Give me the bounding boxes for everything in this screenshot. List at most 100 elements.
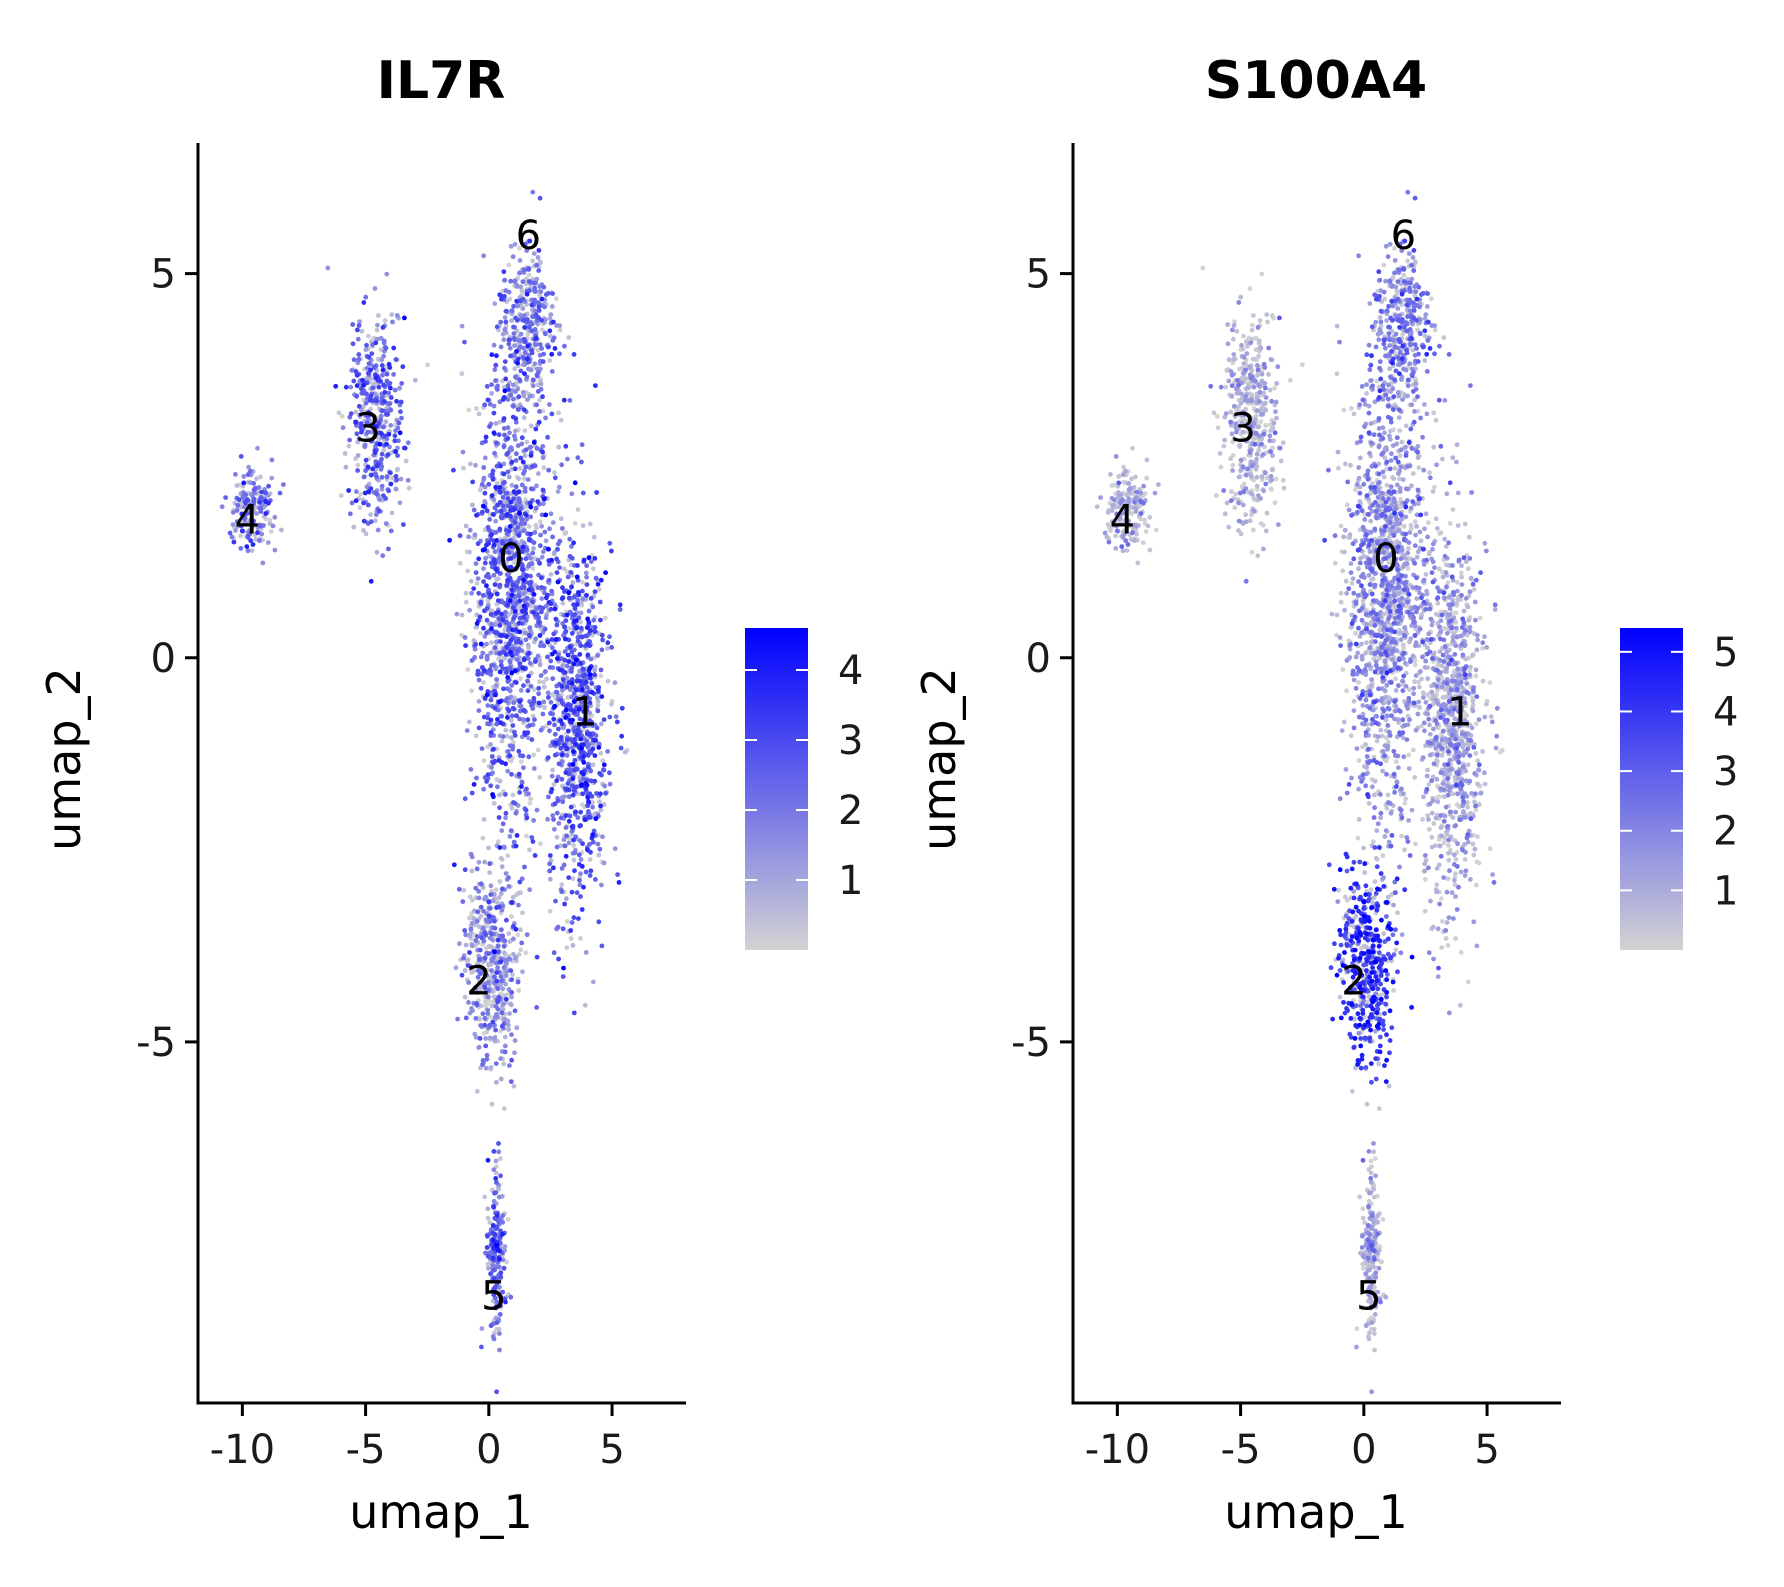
scatter-point (384, 441, 389, 447)
scatter-point (393, 486, 399, 492)
scatter-point (509, 990, 515, 995)
scatter-point (507, 939, 513, 944)
scatter-point (509, 805, 515, 811)
scatter-point (491, 955, 496, 961)
scatter-point (503, 792, 508, 797)
scatter-point (599, 943, 605, 949)
scatter-point (543, 512, 549, 518)
scatter-point (534, 807, 540, 813)
scatter-point (402, 445, 408, 451)
scatter-point (488, 905, 493, 911)
scatter-point (569, 920, 575, 925)
scatter-point (540, 408, 546, 414)
scatter-point (592, 556, 598, 561)
scatter-point (489, 382, 494, 387)
scatter-point (453, 965, 459, 971)
scatter-point (563, 770, 569, 775)
scatter-point (556, 761, 562, 767)
scatter-point (563, 707, 569, 713)
scatter-point (371, 414, 377, 419)
scatter-point (577, 775, 583, 780)
cluster-label: 6 (516, 213, 541, 259)
scatter-point (538, 532, 543, 538)
scatter-point (555, 656, 560, 661)
scatter-point (506, 341, 512, 347)
scatter-point (547, 728, 552, 734)
scatter-point (260, 560, 266, 566)
scatter-point (484, 630, 489, 636)
scatter-point (545, 344, 551, 350)
scatter-point (529, 328, 535, 334)
scatter-point (1354, 1326, 1360, 1331)
scatter-point (500, 986, 506, 992)
scatter-point (364, 342, 369, 348)
scatter-point (540, 327, 545, 333)
scatter-point (1368, 1158, 1374, 1164)
scatter-point (459, 323, 465, 329)
scatter-point (502, 432, 507, 438)
scatter-point (580, 791, 585, 797)
scatter-point (554, 778, 560, 784)
scatter-point (483, 931, 488, 937)
scatter-point (475, 974, 481, 980)
scatter-point (591, 534, 597, 540)
scatter-point (525, 656, 531, 662)
scatter-point (459, 972, 465, 978)
scatter-point (463, 643, 468, 648)
scatter-point (515, 303, 521, 309)
scatter-point (527, 288, 532, 293)
scatter-point (494, 1213, 500, 1218)
scatter-point (258, 474, 263, 480)
scatter-point (485, 1305, 490, 1311)
scatter-point (531, 766, 537, 771)
scatter-point (481, 625, 486, 631)
scatter-point (494, 601, 500, 607)
scatter-point (388, 385, 393, 391)
scatter-point (567, 644, 573, 650)
scatter-point (524, 573, 530, 578)
scatter-point (499, 978, 505, 984)
scatter-point (550, 645, 555, 651)
scatter-point (492, 949, 497, 955)
scatter-point (548, 658, 554, 664)
panel-title: S100A4 (1205, 51, 1427, 111)
scatter-point (522, 241, 528, 247)
scatter-point (483, 999, 488, 1004)
scatter-point (511, 489, 517, 495)
scatter-point (1376, 1106, 1382, 1111)
scatter-point (461, 955, 466, 961)
scatter-point (500, 331, 506, 337)
scatter-point (379, 451, 385, 457)
scatter-point (567, 767, 573, 772)
scatter-point (594, 725, 600, 731)
scatter-point (462, 339, 467, 345)
scatter-point (518, 331, 524, 337)
scatter-point (524, 374, 530, 380)
scatter-point (491, 994, 497, 999)
scatter-point (532, 687, 537, 693)
scatter-point (500, 886, 505, 892)
scatter-point (523, 497, 528, 502)
scatter-point (590, 762, 596, 768)
scatter-point (1200, 265, 1206, 271)
scatter-point (547, 908, 553, 914)
scatter-point (564, 737, 570, 743)
scatter-point (526, 366, 531, 372)
scatter-point (581, 776, 586, 781)
scatter-point (517, 699, 523, 704)
scatter-point (1391, 988, 1396, 993)
scatter-point (587, 873, 593, 878)
scatter-point (534, 373, 540, 379)
scatter-point (491, 342, 497, 348)
scatter-point (241, 480, 247, 486)
scatter-point (573, 618, 579, 624)
scatter-point (503, 981, 508, 987)
scatter-point (502, 315, 508, 320)
scatter-point (575, 507, 581, 512)
scatter-point (476, 895, 482, 901)
scatter-point (523, 464, 529, 470)
scatter-point (355, 462, 361, 468)
scatter-point (600, 637, 605, 643)
scatter-point (376, 508, 382, 514)
scatter-point (1154, 527, 1159, 533)
